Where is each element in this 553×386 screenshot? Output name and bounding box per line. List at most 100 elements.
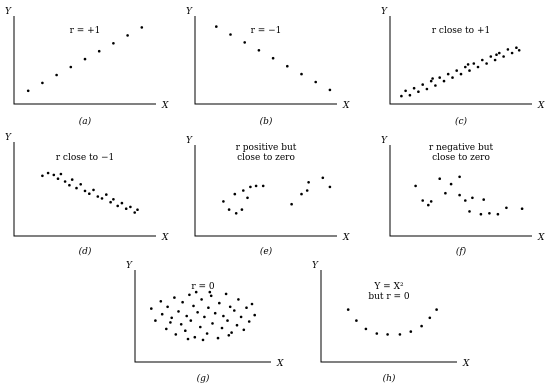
point-d-15 [100,197,104,200]
point-b-3 [243,41,246,44]
point-e-10 [261,184,265,188]
point-e-11 [290,202,293,206]
point-g-50 [169,321,172,324]
axes-e [194,145,337,237]
x-axis-label-h: X [462,359,470,369]
point-h-10 [435,308,438,311]
point-b-4 [257,49,261,52]
point-e-15 [321,176,325,180]
point-g-30 [220,326,224,330]
point-e-5 [240,208,244,211]
point-d-1 [41,174,44,178]
point-g-26 [211,322,214,325]
point-g-48 [208,290,212,294]
point-g-40 [242,328,246,332]
panel-g: Y X (g) r = 0 [126,261,284,384]
point-b-5 [271,56,275,60]
point-d-6 [63,180,67,183]
panel-d: Y X (d) r close to −1 [5,133,169,257]
point-d-13 [92,188,95,192]
point-d-10 [79,183,82,186]
point-f-2 [421,199,425,202]
point-c-11 [442,79,446,83]
axes-g [134,270,271,363]
point-g-32 [224,292,228,296]
x-axis-label-f: X [537,233,545,243]
point-c-18 [472,62,476,65]
point-e-9 [254,184,258,188]
x-axis-label-c: X [537,101,545,111]
point-g-16 [189,319,193,322]
point-g-6 [166,305,169,309]
point-c-32 [495,53,498,56]
annotation-f-2: close to zero [432,153,490,163]
point-f-1 [414,184,417,188]
point-b-2 [229,33,232,36]
y-axis-label-f: Y [381,136,388,146]
point-g-42 [247,320,251,323]
annotation-c-1: r close to +1 [432,26,490,36]
point-b-8 [314,80,318,84]
point-h-4 [375,332,379,335]
point-c-31 [466,63,470,66]
point-g-28 [216,336,220,340]
point-h-7 [409,330,413,333]
annotation-b-1: r = −1 [251,26,282,36]
point-d-21 [124,207,128,210]
point-c-23 [493,58,497,62]
y-axis-label-a: Y [5,7,12,17]
point-d-12 [88,192,91,195]
point-f-13 [482,198,486,201]
point-g-9 [174,333,178,336]
point-b-9 [328,88,332,92]
point-g-19 [196,311,199,314]
y-axis-label-b: Y [186,7,193,17]
point-g-36 [233,309,236,312]
x-axis-label-b: X [342,101,350,111]
x-axis-label-d: X [161,233,169,243]
point-a-3 [55,73,58,77]
point-d-19 [116,204,119,208]
annotation-e-1: r positive but [236,143,297,153]
point-d-14 [96,195,100,198]
point-c-10 [438,76,442,79]
point-c-24 [498,51,501,55]
point-c-25 [502,55,505,58]
caption-h: (h) [383,373,396,384]
point-h-9 [428,316,432,320]
point-f-16 [505,206,508,210]
point-g-22 [203,315,206,319]
caption-c: (c) [455,116,468,127]
point-g-24 [207,306,210,310]
point-g-4 [160,312,164,316]
x-axis-label-e: X [342,233,350,243]
point-c-9 [434,84,437,87]
point-d-11 [83,189,87,193]
point-c-29 [517,49,521,52]
point-c-20 [481,58,484,62]
point-g-31 [222,314,225,318]
point-f-11 [468,210,471,213]
annotation-h-2: but r = 0 [368,292,410,302]
caption-d: (d) [79,246,92,257]
x-axis-label-g: X [276,359,284,369]
point-h-5 [386,333,389,336]
point-h-6 [398,333,402,336]
point-g-5 [165,327,168,331]
point-e-16 [328,185,332,189]
point-f-12 [479,212,483,216]
point-g-1 [150,307,153,310]
point-e-14 [307,181,310,184]
panel-b: Y X (b) r = −1 [186,7,350,127]
axes-h [320,270,457,363]
point-e-3 [233,192,237,196]
point-c-5 [417,90,420,93]
point-g-35 [230,331,233,334]
caption-b: (b) [260,116,273,127]
point-c-3 [408,93,412,97]
point-f-8 [458,175,461,179]
point-f-14 [488,212,491,215]
panel-c: Y X (c) r close to +1 [381,7,545,127]
point-h-3 [364,327,368,331]
